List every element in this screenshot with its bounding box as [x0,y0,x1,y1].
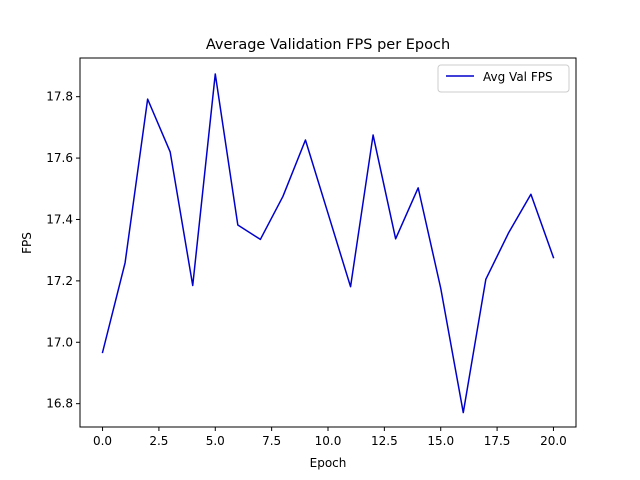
x-tick-label: 17.5 [484,434,511,448]
legend-box [437,64,570,93]
y-axis-label: FPS [20,232,34,254]
x-axis-label: Epoch [310,456,347,470]
x-axis-ticks: 0.0 2.5 5.0 7.5 10.0 12.5 15.0 17.5 20.0 [93,427,567,448]
y-tick-label: 17.4 [46,212,73,226]
x-tick-label: 10.0 [315,434,342,448]
x-tick-label: 7.5 [262,434,281,448]
legend: Avg Val FPS [437,64,570,93]
y-tick-label: 16.8 [46,397,73,411]
chart-title: Average Validation FPS per Epoch [206,37,450,53]
x-tick-label: 12.5 [371,434,398,448]
x-tick-label: 20.0 [540,434,567,448]
x-tick-label: 0.0 [93,434,112,448]
y-tick-label: 17.8 [46,90,73,104]
y-tick-label: 17.2 [46,274,73,288]
y-tick-label: 17.6 [46,151,73,165]
x-tick-label: 5.0 [206,434,225,448]
plot-area [101,73,555,414]
x-tick-label: 15.0 [427,434,454,448]
series-line [101,73,555,414]
y-axis-ticks: 16.8 17.0 17.2 17.4 17.6 17.8 [46,90,80,411]
x-tick-label: 2.5 [149,434,168,448]
legend-label: Avg Val FPS [483,70,553,84]
y-tick-label: 17.0 [46,335,73,349]
